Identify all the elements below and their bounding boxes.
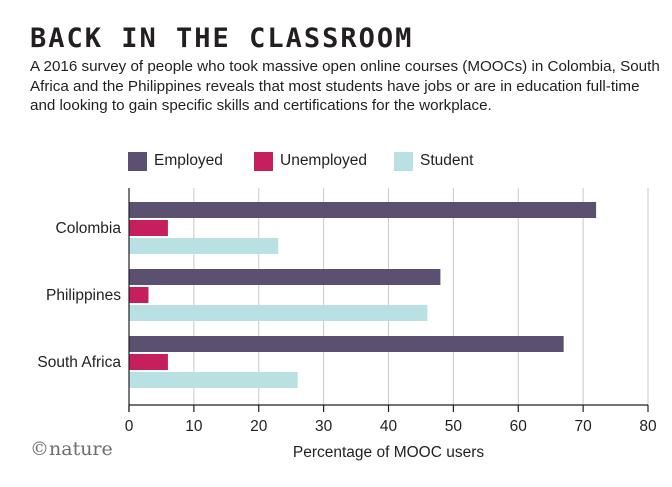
bar-employed bbox=[129, 202, 597, 218]
bar-student bbox=[129, 238, 279, 254]
category-label: South Africa bbox=[37, 354, 121, 371]
x-tick-label: 10 bbox=[185, 418, 203, 435]
bar-student bbox=[129, 305, 428, 321]
chart-title: BACK IN THE CLASSROOM bbox=[30, 23, 414, 54]
legend-label-employed: Employed bbox=[154, 152, 223, 169]
legend-label-student: Student bbox=[420, 152, 474, 169]
x-tick-label: 0 bbox=[125, 418, 134, 435]
bar-unemployed bbox=[129, 287, 149, 303]
bar-unemployed bbox=[129, 220, 168, 236]
bar-employed bbox=[129, 269, 441, 285]
x-tick-label: 30 bbox=[315, 418, 333, 435]
x-tick-label: 80 bbox=[639, 418, 657, 435]
legend-swatch-student bbox=[394, 152, 413, 171]
chart-subtitle: A 2016 survey of people who took massive… bbox=[30, 58, 660, 115]
x-tick-label: 60 bbox=[510, 418, 528, 435]
category-label: Philippines bbox=[46, 287, 121, 304]
bar-student bbox=[129, 372, 298, 388]
legend-swatch-employed bbox=[128, 152, 147, 171]
x-tick-label: 20 bbox=[250, 418, 268, 435]
legend-label-unemployed: Unemployed bbox=[280, 152, 368, 169]
nature-logo: ©nature bbox=[30, 438, 113, 460]
category-label: Colombia bbox=[56, 220, 122, 237]
legend-swatch-unemployed bbox=[254, 152, 273, 171]
x-tick-label: 70 bbox=[575, 418, 593, 435]
x-axis-title: Percentage of MOOC users bbox=[293, 444, 484, 461]
x-tick-label: 40 bbox=[380, 418, 398, 435]
bar-employed bbox=[129, 336, 564, 352]
bar-unemployed bbox=[129, 354, 168, 370]
x-tick-label: 50 bbox=[445, 418, 463, 435]
